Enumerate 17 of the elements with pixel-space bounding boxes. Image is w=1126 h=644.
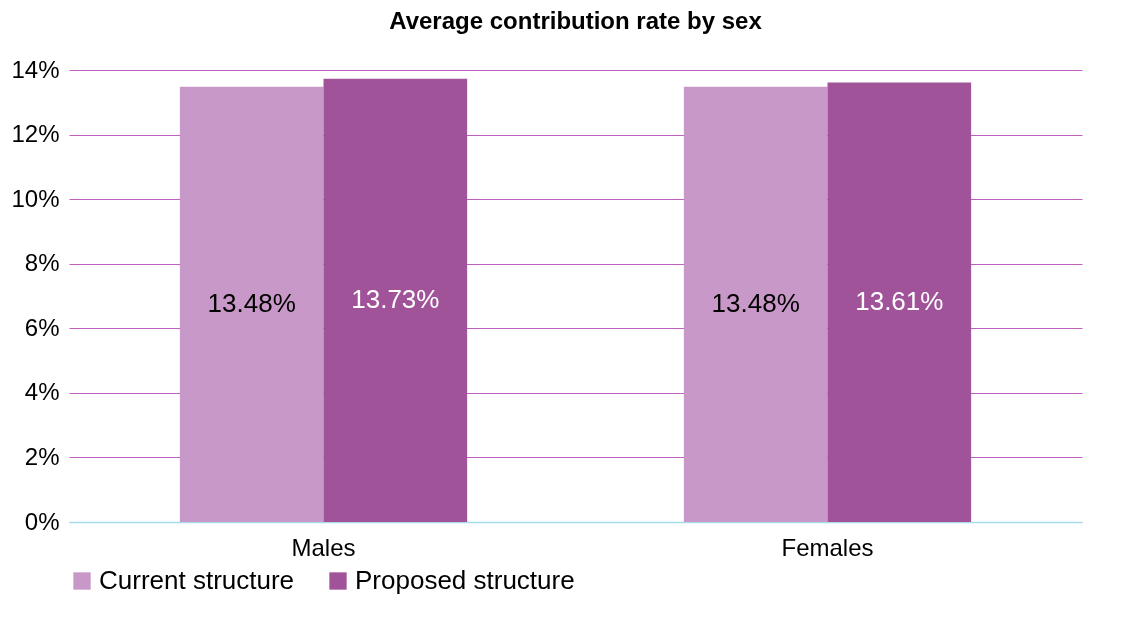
y-tick-label: 4% bbox=[24, 378, 60, 406]
y-tick-label: 8% bbox=[24, 249, 60, 277]
x-tick-label: Females bbox=[781, 533, 874, 561]
legend-label: Proposed structure bbox=[355, 565, 575, 595]
chart-title: Average contribution rate by sex bbox=[389, 7, 763, 34]
legend-label: Current structure bbox=[99, 565, 295, 595]
y-tick-label: 12% bbox=[11, 120, 60, 148]
data-label: 13.61% bbox=[855, 286, 944, 317]
y-tick-label: 14% bbox=[11, 55, 60, 83]
y-tick-label: 10% bbox=[11, 184, 60, 212]
y-tick-label: 6% bbox=[24, 313, 60, 341]
data-label: 13.48% bbox=[207, 288, 296, 319]
y-tick-label: 0% bbox=[24, 507, 60, 535]
y-tick-label: 2% bbox=[24, 442, 60, 470]
data-label: 13.73% bbox=[351, 284, 440, 315]
data-label: 13.48% bbox=[711, 288, 800, 319]
x-tick-label: Males bbox=[291, 533, 356, 561]
